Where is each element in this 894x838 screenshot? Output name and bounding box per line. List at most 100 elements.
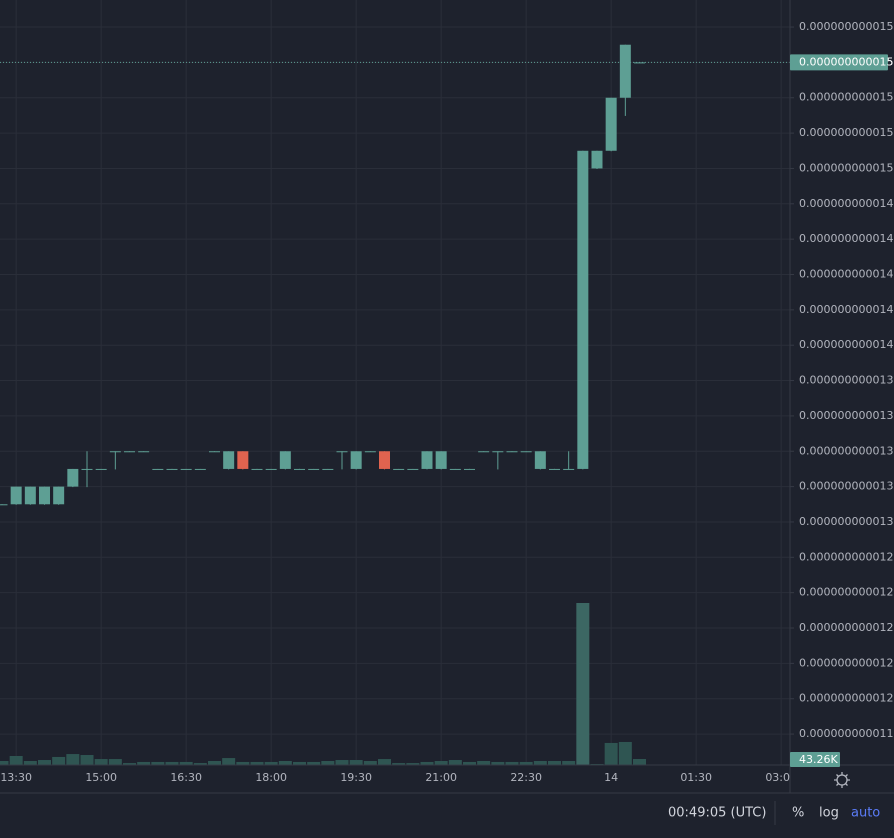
log-button[interactable]: log [819,806,839,821]
candle-body [138,451,150,453]
settings-icon[interactable] [834,772,850,788]
candle-body [109,451,121,453]
x-tick-group: 19:30 [340,771,372,784]
plot [0,44,790,765]
candle-body [237,451,249,469]
y-tick-label: 0.0000000000140 [799,338,894,351]
volume-label: 43.26K [799,753,838,766]
y-tick-label: 0.0000000000118 [799,727,894,740]
volume-bar [293,761,306,765]
candle-body [520,451,532,453]
percent-button[interactable]: % [792,806,804,821]
volume-bar [264,761,278,765]
y-tick-label: 0.0000000000132 [799,480,894,493]
volume-bar [108,759,122,765]
candle-body [223,451,235,469]
volume-bar [193,763,207,765]
candle-body [194,468,206,470]
volume-bar [463,761,476,765]
candle-body [379,451,390,469]
volume-bar [604,742,618,765]
volume-bar [477,760,491,765]
x-tick-group: 18:00 [255,771,287,784]
volume-bar [321,760,335,765]
candle-body [605,97,617,151]
candle-body [251,468,263,470]
x-tick-label: 13:30 [0,771,32,784]
candle-body [336,451,348,453]
candle-body [449,468,461,470]
candle-body [407,468,419,470]
volume-bar [236,761,250,765]
y-tick-label: 0.0000000000122 [799,656,894,669]
x-tick-label: 21:00 [425,771,457,784]
candle-body [279,451,291,469]
volume-bar [363,760,377,765]
volume-bar [66,754,80,765]
volume-bar [392,763,406,765]
x-tick-group: 13:30 [0,771,32,784]
x-tick-label: 18:00 [255,771,287,784]
volume-bar [94,759,108,765]
x-tick-group: 22:30 [510,771,542,784]
candle-body [350,451,362,469]
candle-body [393,468,405,470]
volume-bar [250,761,264,765]
x-tick-group: 01:30 [680,771,712,784]
volume-bar [548,760,561,765]
volume-bar [349,760,363,765]
y-tick-label: 0.0000000000120 [799,692,894,705]
y-tick-label: 0.0000000000126 [799,586,894,599]
x-tick-group: 03:00 [765,771,797,784]
candle-body [10,486,22,505]
volume-bar [491,761,505,765]
volume-bar [123,763,136,765]
volume-bar [179,761,193,765]
volume-label-box [790,752,840,767]
volume-bar [533,760,547,765]
candle-body [0,504,8,506]
candle-body [152,468,164,470]
last-price-label: 0.0000000000156 [799,55,894,68]
volume-bar [406,763,420,765]
candle-body [492,451,504,453]
y-tick-label: 0.0000000000124 [799,621,894,634]
volume-bar [618,741,632,765]
volume-bar [434,760,448,765]
candle-body [166,468,178,470]
volume-bar [378,759,391,765]
volume-bar [80,755,94,765]
candle-body [209,451,220,453]
volume-bar [151,761,165,765]
y-tick-label: 0.0000000000148 [799,197,894,210]
grid [0,0,790,765]
x-tick-label: 19:30 [340,771,372,784]
volume-bar [335,760,349,765]
volume-bar [278,760,292,765]
candle-body [478,451,490,453]
x-tick-label: 03:00 [765,771,797,784]
candle-body [549,468,560,470]
candle-body [364,451,376,453]
clock: 00:49:05 (UTC) [668,806,766,821]
volume-bar [307,761,321,765]
candle-body [435,451,447,469]
candle-body [81,468,93,470]
candle-body [577,150,589,469]
candle-body [563,468,575,470]
volume-bar [38,760,51,765]
volume-bar [576,603,590,765]
candle-body [619,44,631,98]
candle-body [294,468,305,470]
candle-body [67,468,79,487]
volume-bar [165,761,179,765]
candle-body [464,468,475,470]
auto-button[interactable]: auto [851,806,880,821]
volume-bar [208,760,221,765]
candle-body [322,468,334,470]
volume-bar [448,760,462,765]
volume-bar [9,755,23,765]
volume-bar [52,756,66,765]
